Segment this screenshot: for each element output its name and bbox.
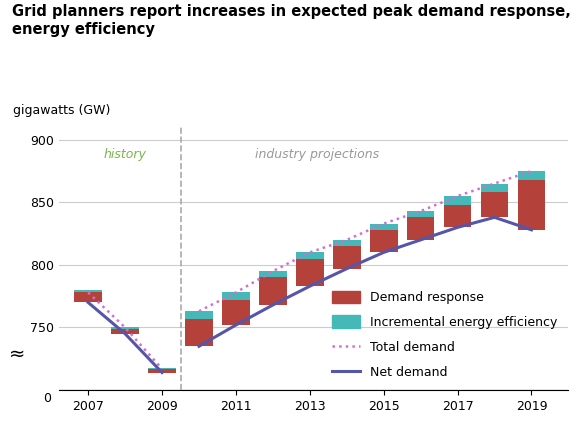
Bar: [517, 180, 546, 230]
Bar: [407, 218, 434, 240]
Bar: [444, 205, 472, 227]
Bar: [481, 184, 509, 192]
Bar: [296, 252, 323, 259]
Bar: [517, 171, 546, 180]
Text: history: history: [104, 148, 146, 161]
Bar: [111, 327, 139, 329]
Bar: [185, 311, 213, 319]
Text: industry projections: industry projections: [255, 148, 379, 161]
Bar: [333, 246, 360, 269]
Bar: [111, 329, 139, 334]
Bar: [74, 290, 102, 293]
Bar: [259, 277, 287, 305]
Text: Grid planners report increases in expected peak demand response,
energy efficien: Grid planners report increases in expect…: [12, 4, 571, 36]
Text: gigawatts (GW): gigawatts (GW): [13, 104, 110, 117]
Bar: [185, 319, 213, 346]
Text: ≈: ≈: [9, 345, 25, 363]
Bar: [407, 211, 434, 218]
Bar: [370, 223, 397, 230]
Bar: [481, 192, 509, 218]
Bar: [259, 271, 287, 277]
Bar: [148, 368, 176, 369]
Bar: [296, 259, 323, 286]
Bar: [333, 240, 360, 246]
Bar: [74, 293, 102, 302]
Bar: [148, 369, 176, 373]
Bar: [222, 300, 250, 325]
Bar: [370, 230, 397, 252]
Bar: [444, 196, 472, 205]
Bar: [222, 293, 250, 300]
Legend: Demand response, Incremental energy efficiency, Total demand, Net demand: Demand response, Incremental energy effi…: [328, 286, 562, 384]
Text: 0: 0: [43, 392, 51, 405]
